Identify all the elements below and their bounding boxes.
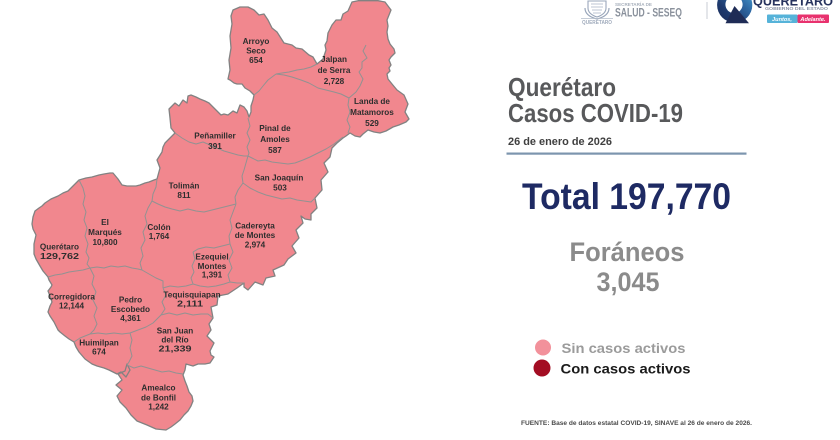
svg-text:503: 503 <box>273 184 287 193</box>
svg-text:12,144: 12,144 <box>59 302 84 311</box>
svg-text:Casos COVID-19: Casos COVID-19 <box>508 98 683 128</box>
svg-text:San Joaquín: San Joaquín <box>255 174 304 183</box>
svg-text:811: 811 <box>177 191 191 200</box>
svg-text:Montes: Montes <box>198 262 227 271</box>
svg-text:de Montes: de Montes <box>235 231 276 240</box>
svg-text:Amoles: Amoles <box>260 135 290 144</box>
svg-text:El: El <box>101 218 109 227</box>
svg-text:Tequisquiapan: Tequisquiapan <box>163 291 220 300</box>
svg-text:21,339: 21,339 <box>159 345 193 354</box>
svg-text:26 de enero de 2026: 26 de enero de 2026 <box>508 136 612 148</box>
svg-text:Matamoros: Matamoros <box>350 108 394 117</box>
svg-text:Colón: Colón <box>147 223 170 232</box>
svg-text:FUENTE: Base de datos estatal: FUENTE: Base de datos estatal COVID-19, … <box>521 420 752 427</box>
svg-text:del Río: del Río <box>161 336 188 345</box>
svg-text:1,242: 1,242 <box>148 403 169 412</box>
svg-text:129,762: 129,762 <box>40 252 80 261</box>
svg-text:Tolimán: Tolimán <box>169 182 200 191</box>
svg-text:San Juan: San Juan <box>157 327 193 336</box>
svg-text:Escobedo: Escobedo <box>111 305 150 314</box>
svg-text:587: 587 <box>268 146 282 155</box>
svg-text:3,045: 3,045 <box>597 267 660 297</box>
svg-text:Arroyo: Arroyo <box>243 37 270 46</box>
svg-text:Juntos,: Juntos, <box>772 17 792 23</box>
svg-text:Huimilpan: Huimilpan <box>79 339 119 348</box>
svg-text:SECRETARÍA DE: SECRETARÍA DE <box>615 0 652 7</box>
svg-text:QUERÉTARO: QUERÉTARO <box>753 0 833 9</box>
svg-text:Jalpan: Jalpan <box>321 55 347 64</box>
svg-text:2,974: 2,974 <box>245 241 266 250</box>
svg-text:Marqués: Marqués <box>88 228 122 237</box>
svg-text:2,111: 2,111 <box>177 300 204 309</box>
svg-text:529: 529 <box>365 119 379 128</box>
svg-text:Seco: Seco <box>246 47 266 56</box>
svg-text:391: 391 <box>208 142 222 151</box>
svg-text:Foráneos: Foráneos <box>570 237 685 267</box>
svg-text:Total 197,770: Total 197,770 <box>522 175 731 217</box>
svg-text:Querétaro: Querétaro <box>40 243 79 252</box>
svg-text:Querétaro: Querétaro <box>508 72 616 102</box>
svg-text:Cadereyta: Cadereyta <box>235 222 275 231</box>
svg-text:Landa de: Landa de <box>354 97 390 106</box>
svg-text:Corregidora: Corregidora <box>48 293 95 302</box>
svg-text:Pinal de: Pinal de <box>259 124 291 133</box>
svg-text:QUERÉTARO: QUERÉTARO <box>582 18 612 26</box>
svg-text:Amealco: Amealco <box>141 384 175 393</box>
svg-text:Adelante.: Adelante. <box>799 17 826 23</box>
svg-text:de Bonfil: de Bonfil <box>141 394 176 403</box>
svg-text:2,728: 2,728 <box>324 77 345 86</box>
svg-text:654: 654 <box>249 56 263 65</box>
svg-text:Pedro: Pedro <box>119 296 142 305</box>
svg-text:1,764: 1,764 <box>149 232 170 241</box>
svg-text:SALUD - SESEQ: SALUD - SESEQ <box>615 8 682 20</box>
svg-text:1,391: 1,391 <box>202 271 223 280</box>
svg-text:GOBIERNO DEL ESTADO: GOBIERNO DEL ESTADO <box>765 6 829 11</box>
svg-text:Ezequiel: Ezequiel <box>195 253 228 262</box>
svg-text:Con casos activos: Con casos activos <box>561 362 691 377</box>
svg-text:4,361: 4,361 <box>120 314 141 323</box>
svg-text:10,800: 10,800 <box>92 238 117 247</box>
svg-text:Peñamiller: Peñamiller <box>194 132 236 141</box>
svg-text:674: 674 <box>92 348 106 357</box>
svg-text:Sin casos activos: Sin casos activos <box>562 341 686 356</box>
svg-text:de Serra: de Serra <box>318 66 351 75</box>
